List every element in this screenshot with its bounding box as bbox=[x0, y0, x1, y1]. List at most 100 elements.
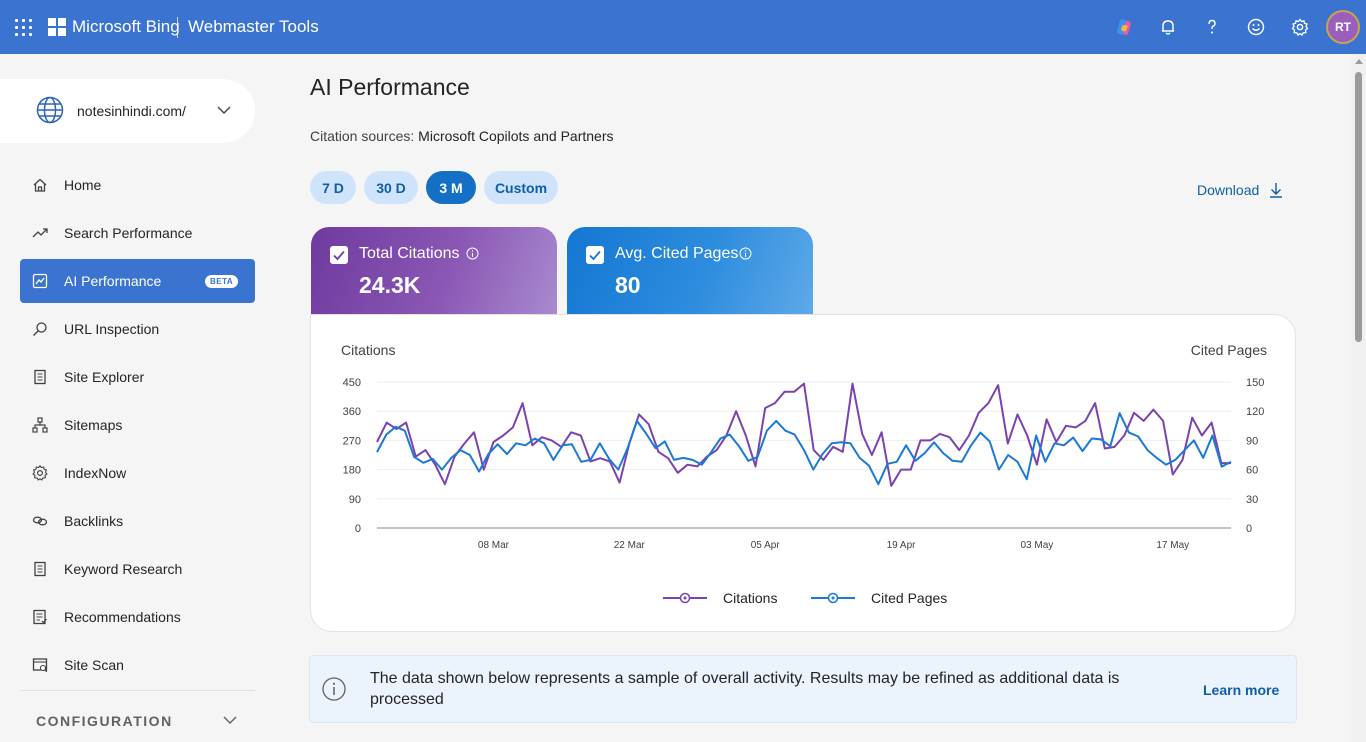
x-tick-label: 03 May bbox=[1021, 540, 1054, 551]
right-tick-label: 150 bbox=[1246, 377, 1264, 389]
site-name: notesinhindi.com/ bbox=[77, 103, 186, 119]
link-icon bbox=[32, 516, 48, 526]
chevron-down-icon[interactable] bbox=[216, 104, 232, 116]
learn-more-link[interactable]: Learn more bbox=[1203, 682, 1280, 698]
sidebar-item-url-inspection[interactable]: URL Inspection bbox=[20, 307, 255, 351]
sidebar-item-label: Site Explorer bbox=[64, 369, 145, 385]
app-launcher-icon[interactable] bbox=[15, 19, 32, 36]
document-icon bbox=[34, 561, 46, 577]
brand-divider bbox=[177, 17, 178, 38]
info-icon[interactable] bbox=[466, 247, 479, 260]
sidebar-item-label: Recommendations bbox=[64, 609, 181, 625]
info-icon[interactable] bbox=[739, 247, 752, 260]
microsoft-logo-icon bbox=[48, 18, 66, 36]
right-tick-label: 120 bbox=[1246, 406, 1264, 418]
checkbox-avg-cited-pages[interactable] bbox=[586, 246, 604, 264]
sidebar-item-home[interactable]: Home bbox=[20, 163, 255, 207]
right-tick-label: 0 bbox=[1246, 523, 1252, 535]
scroll-up-arrow-icon[interactable] bbox=[1355, 59, 1363, 64]
legend-marker-dot bbox=[831, 596, 835, 600]
left-tick-label: 450 bbox=[343, 377, 361, 389]
right-tick-label: 90 bbox=[1246, 435, 1258, 447]
trend-icon bbox=[32, 228, 48, 238]
page-scrollbar[interactable] bbox=[1351, 54, 1366, 742]
sidebar-item-sitemaps[interactable]: Sitemaps bbox=[20, 403, 255, 447]
info-circle-icon bbox=[322, 677, 346, 701]
citation-sources-label: Citation sources: bbox=[310, 128, 415, 144]
x-tick-label: 08 Mar bbox=[478, 540, 510, 551]
sidebar-item-site-explorer[interactable]: Site Explorer bbox=[20, 355, 255, 399]
left-tick-label: 180 bbox=[343, 465, 361, 477]
sidebar-item-label: Keyword Research bbox=[64, 561, 183, 577]
x-tick-label: 05 Apr bbox=[751, 540, 781, 551]
copilot-icon[interactable] bbox=[1114, 17, 1134, 37]
brand-name[interactable]: Microsoft Bing bbox=[72, 17, 180, 36]
sidebar-item-recommendations[interactable]: Recommendations bbox=[20, 595, 255, 639]
ai-chart-icon bbox=[32, 273, 48, 289]
legend-label: Citations bbox=[723, 590, 777, 606]
range-chip-3m[interactable]: 3 M bbox=[426, 171, 476, 204]
legend-label: Cited Pages bbox=[871, 590, 947, 606]
checkmark-icon bbox=[589, 250, 601, 261]
metric-card-avg-cited-pages[interactable]: Avg. Cited Pages 80 bbox=[567, 227, 813, 315]
citation-sources: Citation sources: Microsoft Copilots and… bbox=[310, 128, 613, 144]
chart-card: Citations Cited Pages 450 360 270 180 90 0 150… bbox=[310, 314, 1296, 632]
sidebar-item-label: IndexNow bbox=[64, 465, 127, 481]
settings-gear-icon[interactable] bbox=[1290, 17, 1310, 37]
metric-value: 80 bbox=[615, 272, 641, 298]
left-tick-label: 90 bbox=[349, 494, 361, 506]
legend-marker-dot bbox=[683, 596, 687, 600]
sidebar-item-search-performance[interactable]: Search Performance bbox=[20, 211, 255, 255]
sidebar-item-keyword-research[interactable]: Keyword Research bbox=[20, 547, 255, 591]
user-avatar[interactable]: RT bbox=[1328, 12, 1358, 42]
right-tick-label: 60 bbox=[1246, 465, 1258, 477]
feedback-smiley-icon[interactable] bbox=[1246, 17, 1266, 37]
search-icon bbox=[33, 322, 47, 336]
site-selector[interactable]: notesinhindi.com/ bbox=[0, 79, 255, 143]
scan-icon bbox=[32, 658, 48, 673]
right-axis-title: Cited Pages bbox=[1190, 342, 1267, 358]
help-icon[interactable] bbox=[1202, 17, 1222, 37]
gear-icon bbox=[32, 464, 48, 481]
x-tick-label: 17 May bbox=[1156, 540, 1189, 551]
home-icon bbox=[33, 178, 47, 192]
checklist-icon bbox=[33, 609, 47, 625]
scrollbar-thumb[interactable] bbox=[1355, 72, 1362, 342]
left-tick-label: 360 bbox=[343, 406, 361, 418]
bell-icon[interactable] bbox=[1158, 17, 1178, 37]
range-chip-custom[interactable]: Custom bbox=[484, 171, 558, 204]
sidebar-divider bbox=[20, 690, 255, 691]
series-line-cited-pages bbox=[376, 412, 1232, 486]
metric-label: Total Citations bbox=[359, 245, 460, 262]
sidebar-item-label: Home bbox=[64, 177, 102, 193]
sidebar-item-backlinks[interactable]: Backlinks bbox=[20, 499, 255, 543]
range-chip-30d[interactable]: 30 D bbox=[364, 171, 418, 204]
sidebar-item-site-scan[interactable]: Site Scan bbox=[20, 643, 255, 687]
checkbox-total-citations[interactable] bbox=[330, 246, 348, 264]
page-title: AI Performance bbox=[310, 74, 470, 100]
notice-text: The data shown below represents a sample… bbox=[370, 670, 1120, 708]
download-button[interactable]: Download bbox=[1197, 181, 1284, 199]
sidebar-item-label: Sitemaps bbox=[64, 417, 123, 433]
left-tick-label: 270 bbox=[343, 435, 361, 447]
sidebar-item-label: Backlinks bbox=[64, 513, 124, 529]
range-chip-7d[interactable]: 7 D bbox=[310, 171, 356, 204]
product-name[interactable]: Webmaster Tools bbox=[188, 17, 319, 36]
metric-label: Avg. Cited Pages bbox=[615, 245, 739, 262]
x-tick-label: 19 Apr bbox=[887, 540, 917, 551]
metric-card-total-citations[interactable]: Total Citations 24.3K bbox=[311, 227, 557, 315]
sidebar-item-indexnow[interactable]: IndexNow bbox=[20, 451, 255, 495]
sitemap-icon bbox=[32, 417, 48, 433]
chevron-down-icon[interactable] bbox=[222, 714, 238, 726]
sidebar-item-label: URL Inspection bbox=[64, 321, 160, 337]
sidebar-item-ai-performance[interactable]: AI Performance BETA bbox=[20, 259, 255, 303]
checkmark-icon bbox=[333, 250, 345, 261]
sample-data-notice: The data shown below represents a sample… bbox=[309, 655, 1297, 723]
configuration-section-label[interactable]: CONFIGURATION bbox=[36, 713, 173, 729]
metric-value: 24.3K bbox=[359, 272, 421, 298]
globe-icon bbox=[36, 96, 64, 124]
download-label: Download bbox=[1197, 182, 1260, 198]
document-icon bbox=[34, 369, 46, 385]
right-tick-label: 30 bbox=[1246, 494, 1258, 506]
sidebar-item-label: Search Performance bbox=[64, 225, 193, 241]
